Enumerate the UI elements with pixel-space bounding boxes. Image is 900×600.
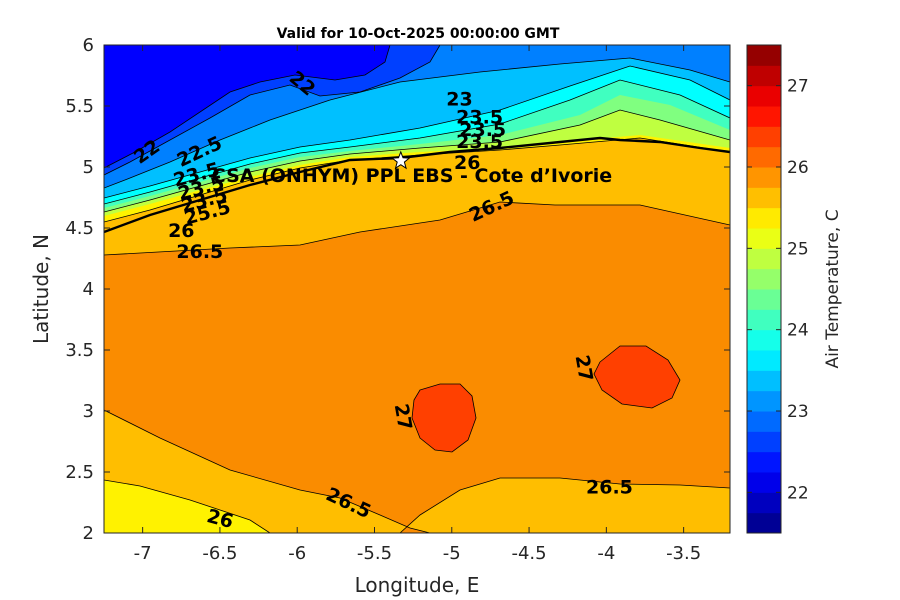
x-axis: -7 -6.5 -6 -5.5 -5 -4.5 -4 -3.5 xyxy=(134,45,701,564)
colorbar-tick-label: 23 xyxy=(787,402,809,422)
contour-label: 23 xyxy=(446,88,472,110)
y-tick-label: 2 xyxy=(83,523,94,544)
x-tick-label: -3.5 xyxy=(666,543,701,564)
colorbar-swatch xyxy=(747,512,781,534)
chart-title: Valid for 10-Oct-2025 00:00:00 GMT xyxy=(277,26,560,42)
y-tick-label: 3 xyxy=(83,401,94,422)
colorbar-swatch xyxy=(747,289,781,310)
plot-area xyxy=(104,45,730,533)
site-annotation: CSA (ONHYM) PPL EBS - Cote d’Ivorie xyxy=(212,165,612,187)
colorbar-swatch xyxy=(747,207,781,229)
contour-label: 26.5 xyxy=(586,476,633,498)
y-tick-label: 6 xyxy=(83,35,94,56)
y-tick-label: 3.5 xyxy=(65,340,94,361)
colorbar-swatch xyxy=(747,167,781,188)
band-21-75 xyxy=(104,45,390,168)
contour-label: 23.5 xyxy=(456,131,503,153)
contour-label: 23.5 xyxy=(459,119,506,141)
colorbar-swatch xyxy=(747,309,781,331)
core-27-west xyxy=(411,383,477,453)
colorbar-swatch xyxy=(747,187,781,209)
y-axis: 2 2.5 3 3.5 4 4.5 5 5.5 6 xyxy=(65,35,730,544)
y-tick-label: 4 xyxy=(83,279,94,300)
x-tick-label: -5.5 xyxy=(357,543,392,564)
colorbar-tick-label: 22 xyxy=(787,483,809,503)
annotations: CSA (ONHYM) PPL EBS - Cote d’Ivorie xyxy=(212,150,612,187)
colorbar-swatch xyxy=(747,370,781,392)
x-tick-label: -6 xyxy=(288,543,306,564)
colorbar-swatch xyxy=(747,390,781,412)
colorbar-swatch xyxy=(747,411,781,432)
colorbar-swatch xyxy=(747,106,781,127)
contour-label: 27 xyxy=(571,353,597,383)
x-tick-label: -4.5 xyxy=(511,543,546,564)
x-tick-label: -6.5 xyxy=(202,543,237,564)
colorbar-swatch xyxy=(747,248,781,270)
colorbar-swatch xyxy=(747,492,781,514)
colorbar-swatch xyxy=(747,85,781,107)
band-26-south xyxy=(104,410,730,533)
coastline xyxy=(104,136,730,234)
colorbar-tick-label: 25 xyxy=(787,239,809,259)
colorbar: 22 23 24 25 26 27 xyxy=(746,44,809,534)
y-axis-label: Latitude, N xyxy=(29,234,53,344)
colorbar-swatch xyxy=(747,126,781,148)
x-tick-label: -7 xyxy=(134,543,152,564)
contour-label: 26 xyxy=(168,220,194,242)
contour-label: 27 xyxy=(390,402,416,432)
y-tick-label: 4.5 xyxy=(65,218,94,239)
site-star-marker xyxy=(390,150,411,170)
colorbar-tick-label: 26 xyxy=(787,158,809,178)
contour-label: 23.5 xyxy=(456,107,503,129)
colorbar-swatch xyxy=(747,350,781,371)
colorbar-swatch xyxy=(747,329,781,351)
colorbar-label: Air Temperature, C xyxy=(823,209,843,368)
x-axis-label: Longitude, E xyxy=(355,573,480,597)
colorbar-frame xyxy=(746,44,782,534)
colorbar-swatch xyxy=(747,146,781,168)
colorbar-swatch xyxy=(747,65,781,87)
band-25-75 xyxy=(104,480,270,533)
colorbar-swatch xyxy=(747,45,781,66)
core-27-east xyxy=(593,345,681,409)
colorbar-tick-label: 27 xyxy=(787,77,809,97)
contour-label: 26 xyxy=(454,152,480,174)
contour-label: 26.5 xyxy=(176,241,223,263)
colorbar-swatch xyxy=(747,228,781,249)
colorbar-tick-label: 24 xyxy=(787,321,809,341)
colorbar-swatch xyxy=(747,451,781,473)
y-tick-label: 2.5 xyxy=(65,462,94,483)
y-tick-label: 5.5 xyxy=(65,96,94,117)
colorbar-swatch xyxy=(747,472,781,493)
y-tick-label: 5 xyxy=(83,157,94,178)
x-tick-label: -4 xyxy=(597,543,615,564)
colorbar-swatch xyxy=(747,431,781,453)
colorbar-swatch xyxy=(747,268,781,290)
x-tick-label: -5 xyxy=(443,543,461,564)
